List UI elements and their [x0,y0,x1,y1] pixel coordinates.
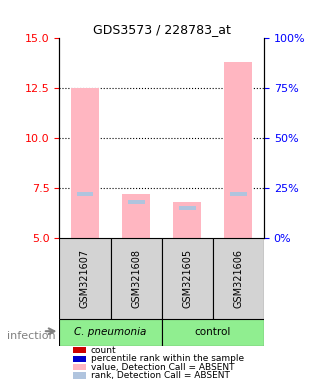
Text: rank, Detection Call = ABSENT: rank, Detection Call = ABSENT [91,371,230,380]
Bar [122,194,150,238]
Text: GSM321605: GSM321605 [182,249,192,308]
FancyBboxPatch shape [59,319,162,346]
Text: GSM321608: GSM321608 [131,249,141,308]
Bar [230,192,247,196]
Text: GSM321606: GSM321606 [233,249,244,308]
Text: GSM321607: GSM321607 [80,249,90,308]
Title: GDS3573 / 228783_at: GDS3573 / 228783_at [93,23,231,36]
Bar [173,202,201,238]
Text: value, Detection Call = ABSENT: value, Detection Call = ABSENT [91,362,234,372]
Text: percentile rank within the sample: percentile rank within the sample [91,354,244,363]
Text: infection: infection [7,331,55,341]
FancyBboxPatch shape [59,238,111,319]
Text: count: count [91,346,116,355]
Text: control: control [195,327,231,337]
Bar [128,200,145,204]
Bar [77,192,93,196]
Text: C. pneumonia: C. pneumonia [74,327,147,337]
FancyBboxPatch shape [213,238,264,319]
FancyBboxPatch shape [111,238,162,319]
FancyBboxPatch shape [162,319,264,346]
Bar [71,88,99,238]
Bar [224,62,252,238]
FancyBboxPatch shape [162,238,213,319]
Bar [179,206,196,210]
